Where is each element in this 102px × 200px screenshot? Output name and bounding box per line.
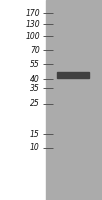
Text: 25: 25 (30, 99, 40, 108)
Text: 170: 170 (25, 8, 40, 18)
Text: 100: 100 (25, 32, 40, 41)
Text: 70: 70 (30, 46, 40, 55)
Text: 40: 40 (30, 75, 40, 84)
Bar (46, 0, 102, 200)
Text: 10: 10 (30, 143, 40, 152)
Text: 55: 55 (30, 60, 40, 69)
Text: 15: 15 (30, 130, 40, 139)
Bar (57, 72, 89, 78)
Text: 130: 130 (25, 20, 40, 29)
Text: 35: 35 (30, 84, 40, 93)
